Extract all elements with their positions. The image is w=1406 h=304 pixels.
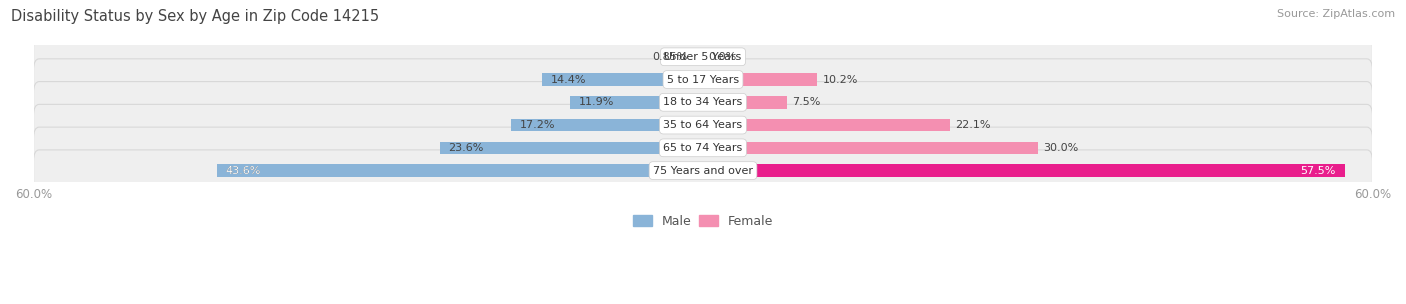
- Text: 5 to 17 Years: 5 to 17 Years: [666, 74, 740, 85]
- Bar: [571, 96, 703, 109]
- Bar: [703, 119, 949, 131]
- Text: 10.2%: 10.2%: [823, 74, 858, 85]
- Text: 43.6%: 43.6%: [225, 166, 262, 176]
- Bar: [703, 73, 817, 86]
- FancyBboxPatch shape: [34, 81, 1372, 123]
- Text: 23.6%: 23.6%: [449, 143, 484, 153]
- Bar: [703, 164, 1344, 177]
- Bar: [217, 164, 703, 177]
- Text: 17.2%: 17.2%: [520, 120, 555, 130]
- Text: 22.1%: 22.1%: [955, 120, 991, 130]
- Bar: [703, 142, 1038, 154]
- Text: 18 to 34 Years: 18 to 34 Years: [664, 97, 742, 107]
- Text: 11.9%: 11.9%: [579, 97, 614, 107]
- Bar: [543, 73, 703, 86]
- FancyBboxPatch shape: [34, 59, 1372, 100]
- Bar: [693, 50, 703, 63]
- Text: 43.6%: 43.6%: [225, 166, 262, 176]
- Text: 30.0%: 30.0%: [1043, 143, 1078, 153]
- Text: 75 Years and over: 75 Years and over: [652, 166, 754, 176]
- Text: Disability Status by Sex by Age in Zip Code 14215: Disability Status by Sex by Age in Zip C…: [11, 9, 380, 24]
- FancyBboxPatch shape: [34, 150, 1372, 191]
- FancyBboxPatch shape: [34, 104, 1372, 146]
- Text: 65 to 74 Years: 65 to 74 Years: [664, 143, 742, 153]
- Text: 0.85%: 0.85%: [652, 52, 688, 62]
- Text: 35 to 64 Years: 35 to 64 Years: [664, 120, 742, 130]
- Text: 0.0%: 0.0%: [709, 52, 737, 62]
- Bar: [512, 119, 703, 131]
- Text: 57.5%: 57.5%: [1301, 166, 1336, 176]
- Text: 7.5%: 7.5%: [792, 97, 821, 107]
- Legend: Male, Female: Male, Female: [633, 215, 773, 228]
- Text: Under 5 Years: Under 5 Years: [665, 52, 741, 62]
- FancyBboxPatch shape: [34, 36, 1372, 78]
- Bar: [703, 96, 787, 109]
- Bar: [440, 142, 703, 154]
- FancyBboxPatch shape: [34, 127, 1372, 168]
- Text: 14.4%: 14.4%: [551, 74, 586, 85]
- Text: Source: ZipAtlas.com: Source: ZipAtlas.com: [1277, 9, 1395, 19]
